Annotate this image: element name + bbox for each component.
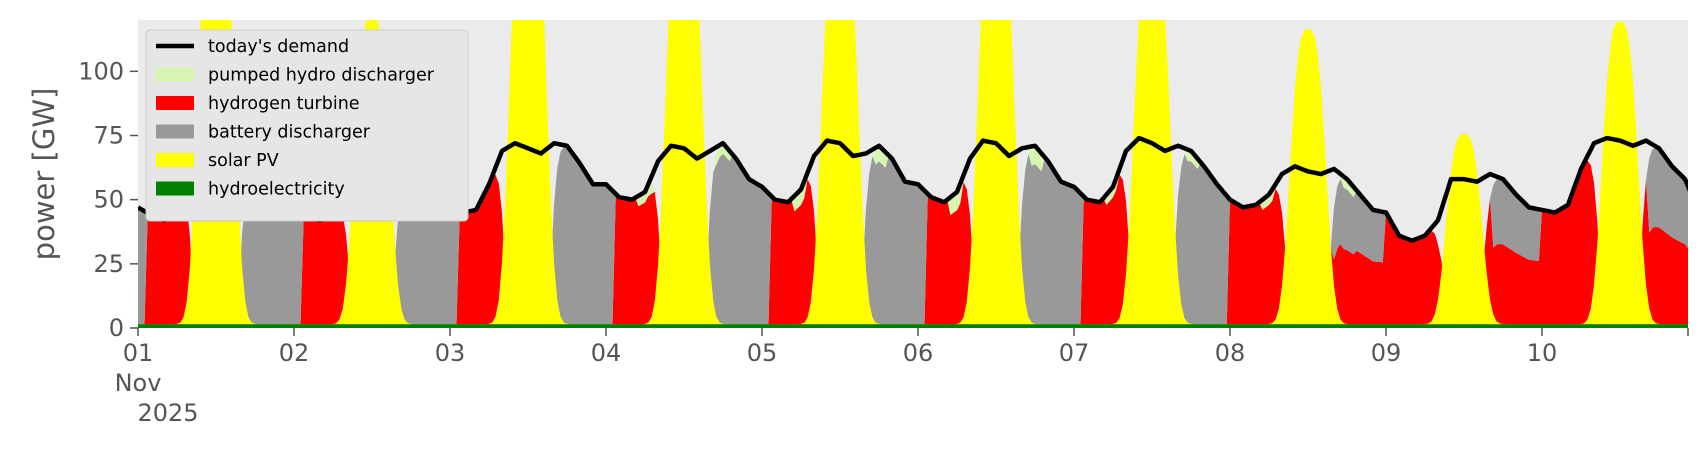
- area-hydrogen: [138, 160, 1688, 325]
- xtick-label: 01: [123, 339, 154, 367]
- xtick-label: 06: [903, 339, 934, 367]
- stacked-areas: [138, 20, 1688, 328]
- legend-swatch-battery: [156, 124, 194, 139]
- area-hydro: [138, 324, 1688, 328]
- legend-swatch-pumped_hydro: [156, 67, 194, 82]
- xtick-label: 02: [279, 339, 310, 367]
- xtick-label: 05: [747, 339, 778, 367]
- xtick-label: 04: [591, 339, 622, 367]
- xtick-sublabel-year: 2025: [137, 399, 198, 427]
- legend-label-hydrogen: hydrogen turbine: [208, 94, 360, 114]
- legend-box: [145, 29, 469, 222]
- legend-swatch-hydro: [156, 181, 194, 196]
- legend-label-solar: solar PV: [208, 151, 279, 171]
- legend: today's demand pumped hydro discharger hyd…: [145, 29, 469, 222]
- ytick-label: 25: [93, 250, 124, 278]
- legend-swatch-hydrogen: [156, 96, 194, 110]
- xtick-label: 08: [1215, 339, 1246, 367]
- legend-label-demand: today's demand: [208, 37, 349, 57]
- legend-swatch-solar: [156, 153, 194, 167]
- legend-label-battery: battery discharger: [208, 123, 371, 143]
- xtick-label: 03: [435, 339, 466, 367]
- ytick-label: 100: [78, 57, 124, 85]
- area-solar: [138, 20, 1688, 325]
- ytick-label: 50: [93, 186, 124, 214]
- legend-label-hydro: hydroelectricity: [208, 180, 345, 200]
- xtick-label: 09: [1371, 339, 1402, 367]
- legend-label-pumped_hydro: pumped hydro discharger: [208, 66, 435, 86]
- ytick-label: 75: [93, 122, 124, 150]
- xtick-sublabel-month: Nov: [115, 369, 162, 397]
- y-axis-label: power [GW]: [27, 88, 61, 261]
- ytick-label: 0: [109, 314, 124, 342]
- xtick-label: 10: [1527, 339, 1558, 367]
- xtick-label: 07: [1059, 339, 1090, 367]
- area-battery: [138, 146, 1688, 325]
